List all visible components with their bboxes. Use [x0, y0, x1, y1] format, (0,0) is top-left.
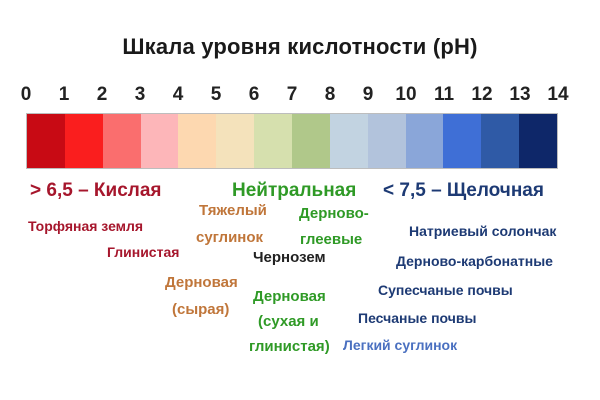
page-title: Шкала уровня кислотности (рН) [122, 34, 478, 59]
soil-sandy: Песчаные почвы [358, 310, 477, 326]
ph-segment-5 [216, 114, 255, 168]
soil-clay: Глинистая [107, 244, 180, 260]
soil-sod-dry-line1: Дерновая [253, 288, 326, 305]
soil-sod-gley-line2: глеевые [300, 231, 363, 248]
ph-tick-11: 11 [433, 84, 455, 105]
ph-segment-7 [292, 114, 330, 168]
ph-tick-7: 7 [286, 84, 298, 105]
soil-chernozem: Чернозем [253, 249, 326, 266]
ph-tick-8: 8 [324, 84, 336, 105]
soil-heavy-loam-line2: суглинок [196, 229, 264, 246]
soil-peat: Торфяная земля [28, 218, 144, 234]
category-alkaline: < 7,5 – Щелочная [383, 180, 544, 201]
ph-tick-10: 10 [395, 84, 417, 105]
ph-segment-8 [329, 114, 368, 168]
ph-tick-6: 6 [248, 84, 260, 105]
ph-tick-2: 2 [96, 84, 108, 105]
ph-tick-5: 5 [210, 84, 222, 105]
ph-segment-3 [140, 114, 179, 168]
soil-sod-wet-line2: (сырая) [172, 301, 230, 318]
ph-segment-0 [27, 114, 65, 168]
soil-heavy-loam-line1: Тяжелый [199, 202, 267, 219]
ph-segment-6 [254, 114, 293, 168]
soil-sod-wet-line1: Дерновая [165, 274, 238, 291]
soil-sandy-loam: Супесчаные почвы [378, 282, 513, 298]
ph-tick-9: 9 [362, 84, 374, 105]
ph-segment-1 [64, 114, 103, 168]
ph-tick-13: 13 [509, 84, 531, 105]
ph-segment-9 [367, 114, 406, 168]
soil-sod-gley-line1: Дерново- [299, 205, 369, 222]
category-neutral: Нейтральная [232, 180, 357, 201]
ph-segment-11 [443, 114, 482, 168]
ph-tick-12: 12 [471, 84, 493, 105]
ph-tick-14: 14 [547, 84, 569, 105]
ph-tick-0: 0 [20, 84, 32, 105]
soil-solonetz: Натриевый солончак [409, 223, 557, 239]
soil-light-loam: Легкий суглинок [343, 337, 458, 353]
ph-tick-3: 3 [134, 84, 146, 105]
soil-sod-dry-line3: глинистая) [249, 338, 330, 355]
soil-sod-carbonate: Дерново-карбонатные [396, 253, 553, 269]
ph-segment-2 [102, 114, 141, 168]
ph-tick-1: 1 [58, 84, 70, 105]
ph-segment-12 [481, 114, 520, 168]
ph-segment-10 [405, 114, 444, 168]
ph-segment-13 [519, 114, 558, 168]
soil-sod-dry-line2: (сухая и [258, 313, 319, 330]
ph-tick-4: 4 [172, 84, 184, 105]
category-acid: > 6,5 – Кислая [30, 180, 162, 201]
ph-segment-4 [178, 114, 217, 168]
ph-color-scale [26, 113, 558, 169]
